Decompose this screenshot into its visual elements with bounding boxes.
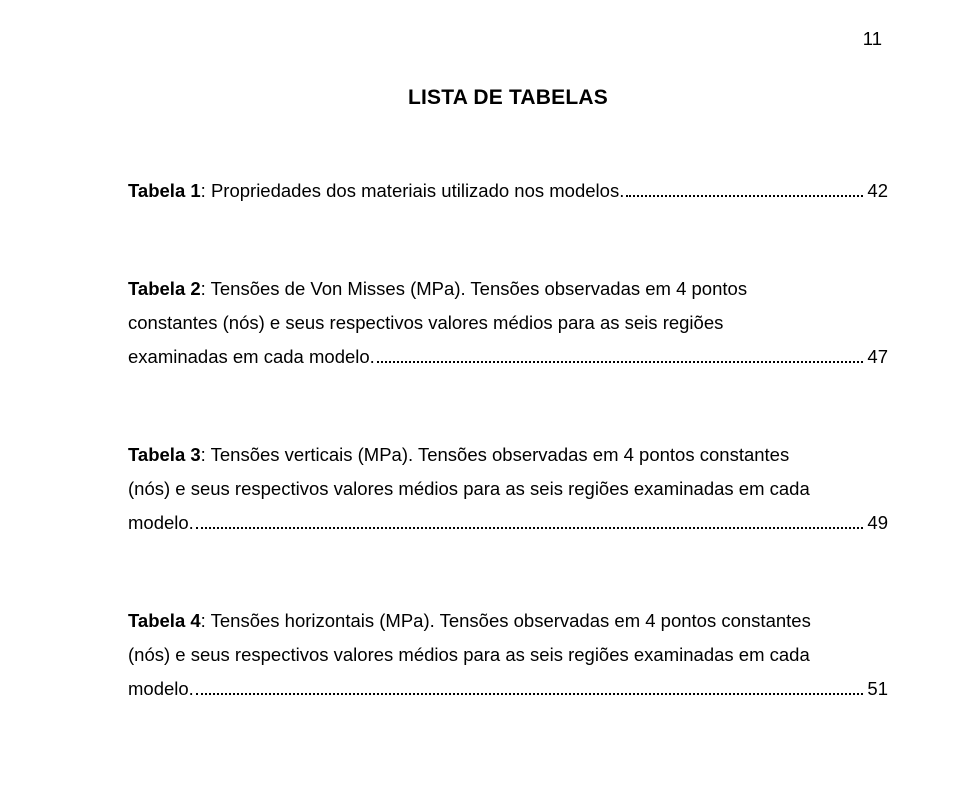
toc-entry-2-desc1: : Tensões de Von Misses (MPa). Tensões o…	[201, 278, 747, 299]
toc-entry-1: Tabela 1: Propriedades dos materiais uti…	[128, 174, 888, 208]
toc-entry-4: Tabela 4: Tensões horizontais (MPa). Ten…	[128, 604, 888, 706]
toc-entry-2-line3: examinadas em cada modelo. 47	[128, 340, 888, 374]
toc-entry-1-label: Tabela 1	[128, 180, 201, 201]
toc-entry-4-desc1: : Tensões horizontais (MPa). Tensões obs…	[201, 610, 811, 631]
toc-entry-3-page: 49	[867, 506, 888, 540]
document-page: 11 LISTA DE TABELAS Tabela 1: Propriedad…	[0, 0, 960, 801]
toc-entry-1-page: 42	[867, 174, 888, 208]
page-number: 11	[863, 28, 882, 50]
toc-entry-3-line2: (nós) e seus respectivos valores médios …	[128, 472, 888, 506]
toc-entry-3: Tabela 3: Tensões verticais (MPa). Tensõ…	[128, 438, 888, 540]
toc-entry-3-desc3: modelo.	[128, 506, 194, 540]
dot-leader	[377, 346, 864, 363]
toc-entry-2-label: Tabela 2	[128, 278, 201, 299]
toc-entry-4-page: 51	[867, 672, 888, 706]
toc-entry-3-line3: modelo. 49	[128, 506, 888, 540]
toc-entry-3-desc1: : Tensões verticais (MPa). Tensões obser…	[201, 444, 790, 465]
dot-leader	[196, 512, 864, 529]
toc-entry-2: Tabela 2: Tensões de Von Misses (MPa). T…	[128, 272, 888, 374]
toc-entry-1-text: Tabela 1: Propriedades dos materiais uti…	[128, 174, 624, 208]
dot-leader	[196, 678, 864, 695]
toc-entry-1-desc: : Propriedades dos materiais utilizado n…	[201, 180, 625, 201]
toc-entry-1-row: Tabela 1: Propriedades dos materiais uti…	[128, 174, 888, 208]
toc-entry-4-desc3: modelo.	[128, 672, 194, 706]
toc-entry-4-line3: modelo. 51	[128, 672, 888, 706]
toc-entry-2-line2: constantes (nós) e seus respectivos valo…	[128, 306, 888, 340]
toc-entry-2-page: 47	[867, 340, 888, 374]
toc-entry-4-line2: (nós) e seus respectivos valores médios …	[128, 638, 888, 672]
list-heading: LISTA DE TABELAS	[128, 86, 888, 110]
toc-entry-4-label: Tabela 4	[128, 610, 201, 631]
toc-entry-4-line1: Tabela 4: Tensões horizontais (MPa). Ten…	[128, 604, 888, 638]
toc-entry-2-line1: Tabela 2: Tensões de Von Misses (MPa). T…	[128, 272, 888, 306]
toc-entry-3-line1: Tabela 3: Tensões verticais (MPa). Tensõ…	[128, 438, 888, 472]
toc-entry-3-label: Tabela 3	[128, 444, 201, 465]
dot-leader	[626, 180, 863, 197]
toc-entry-2-desc3: examinadas em cada modelo.	[128, 340, 375, 374]
